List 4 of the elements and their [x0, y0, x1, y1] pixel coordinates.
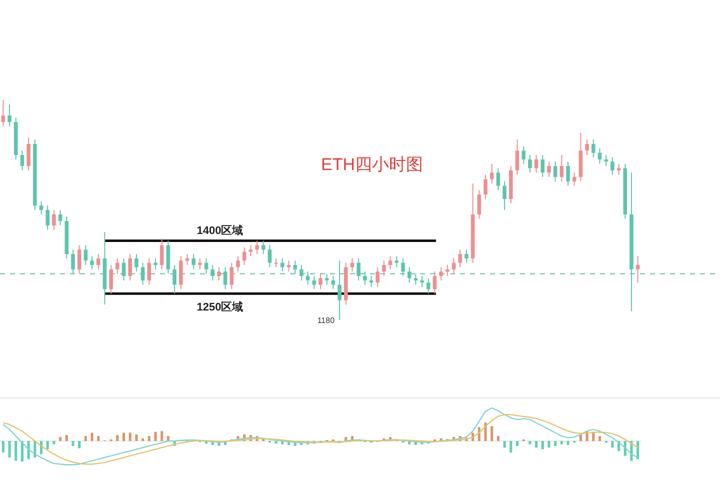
text: ETH四小时图 — [321, 155, 423, 174]
annotation: 1180 — [317, 316, 336, 325]
ref-line-label: 1250区域 — [196, 300, 244, 314]
ref-line-label: 1400区域 — [196, 224, 244, 237]
